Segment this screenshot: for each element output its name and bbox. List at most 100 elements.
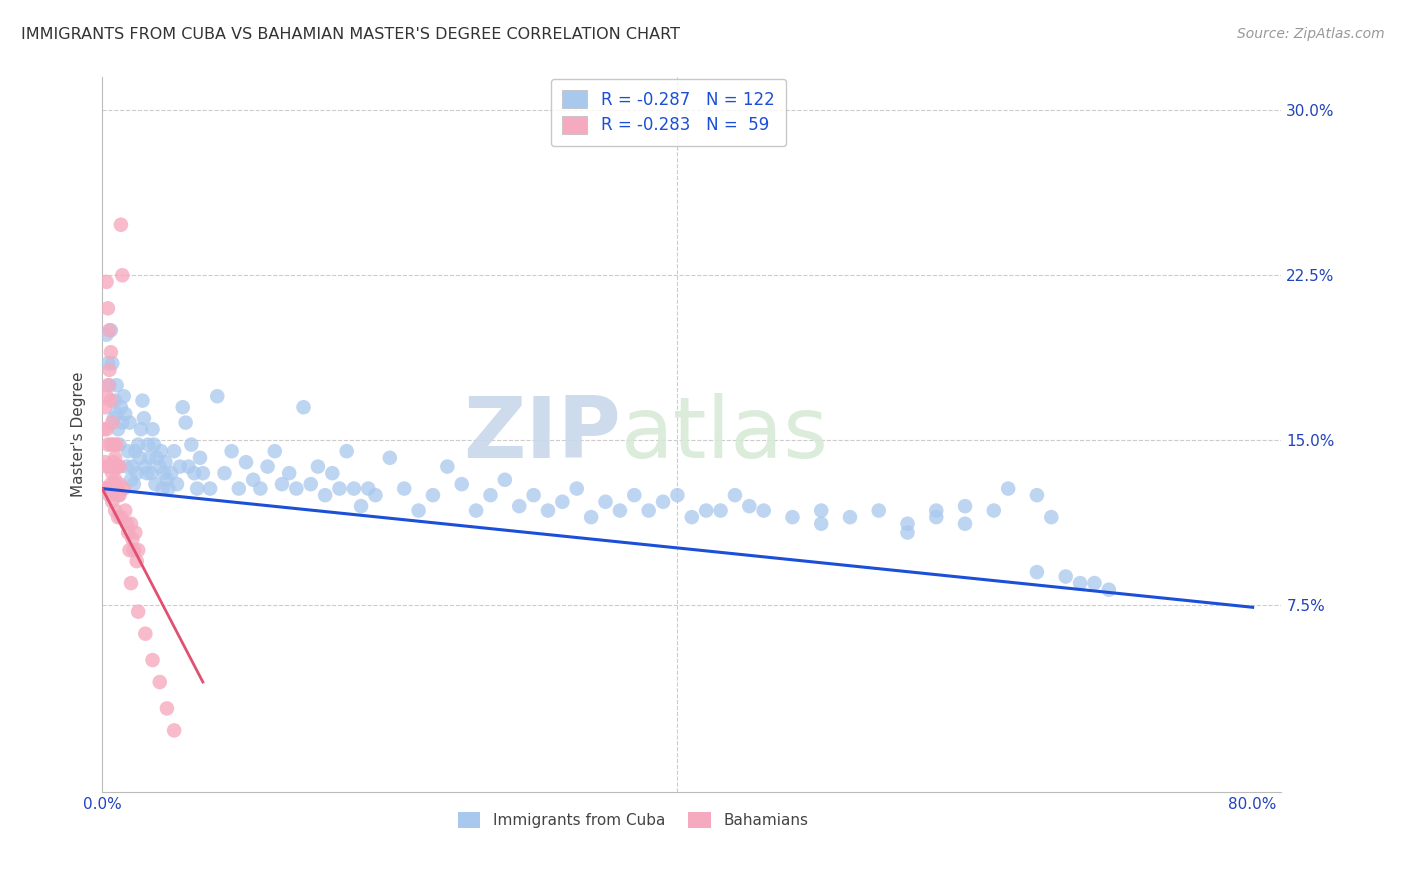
Point [132,411,155,425]
Point [134,459,156,474]
Point [450,477,472,491]
Point [738,499,761,513]
Point [135,466,157,480]
Point [1026,488,1049,502]
Point [695,503,717,517]
Point [156,701,179,715]
Point [101,495,124,509]
Point [637,503,659,517]
Point [112,389,135,403]
Point [156,473,179,487]
Point [120,473,142,487]
Point [307,459,329,474]
Point [263,444,285,458]
Point [139,466,162,480]
Point [494,473,516,487]
Point [174,416,197,430]
Point [121,459,143,474]
Point [523,488,546,502]
Point [169,459,191,474]
Point [782,510,804,524]
Point [166,477,188,491]
Point [160,466,183,480]
Point [141,422,163,436]
Point [108,488,131,502]
Point [357,482,380,496]
Point [110,401,132,415]
Point [152,482,174,496]
Point [117,444,139,458]
Point [134,626,156,640]
Point [1040,510,1063,524]
Point [129,422,152,436]
Point [94,455,117,469]
Point [609,503,631,517]
Point [1083,576,1105,591]
Point [285,482,308,496]
Point [292,401,315,415]
Point [118,543,141,558]
Point [249,482,271,496]
Point [188,450,211,465]
Point [508,499,530,513]
Point [163,723,186,738]
Point [114,407,136,421]
Point [105,407,128,421]
Point [150,444,173,458]
Point [96,422,118,436]
Point [111,416,134,430]
Point [121,532,143,546]
Point [408,503,430,517]
Point [98,323,121,337]
Point [101,466,124,480]
Point [378,450,401,465]
Point [127,543,149,558]
Point [579,510,602,524]
Point [149,675,172,690]
Point [681,510,703,524]
Point [104,503,127,517]
Point [278,466,301,480]
Point [127,605,149,619]
Point [104,473,127,487]
Point [953,499,976,513]
Point [155,455,177,469]
Point [810,503,832,517]
Point [114,503,136,517]
Text: IMMIGRANTS FROM CUBA VS BAHAMIAN MASTER'S DEGREE CORRELATION CHART: IMMIGRANTS FROM CUBA VS BAHAMIAN MASTER'… [21,27,681,42]
Point [100,345,122,359]
Point [336,444,359,458]
Point [724,488,747,502]
Point [108,459,131,474]
Point [93,422,115,436]
Point [652,495,675,509]
Point [103,437,125,451]
Point [465,503,488,517]
Point [436,459,458,474]
Point [107,488,129,502]
Point [101,356,124,370]
Point [96,389,118,403]
Point [143,437,166,451]
Point [101,416,124,430]
Point [107,510,129,524]
Point [321,466,343,480]
Point [810,516,832,531]
Point [110,510,132,524]
Point [983,503,1005,517]
Point [537,503,560,517]
Point [107,459,129,474]
Point [117,525,139,540]
Point [191,466,214,480]
Point [172,401,194,415]
Y-axis label: Master's Degree: Master's Degree [72,372,86,498]
Point [127,437,149,451]
Point [221,444,243,458]
Point [350,499,373,513]
Point [138,450,160,465]
Point [896,525,918,540]
Point [343,482,366,496]
Point [124,444,146,458]
Point [105,482,128,496]
Point [97,482,120,496]
